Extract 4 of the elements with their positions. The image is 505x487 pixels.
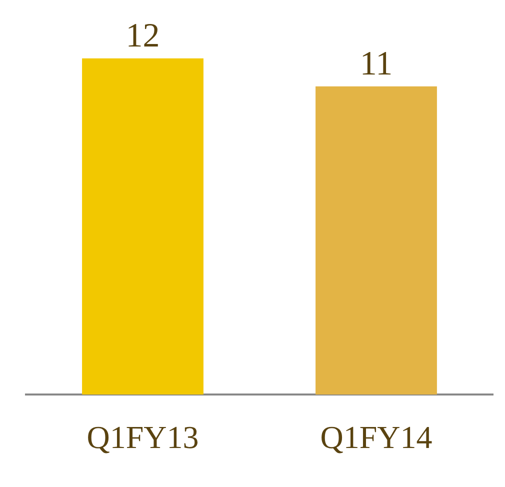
x-tick-label: Q1FY14 bbox=[320, 419, 432, 456]
data-label: 11 bbox=[360, 45, 393, 82]
x-tick-label: Q1FY13 bbox=[86, 419, 199, 456]
data-label: 12 bbox=[126, 17, 160, 54]
